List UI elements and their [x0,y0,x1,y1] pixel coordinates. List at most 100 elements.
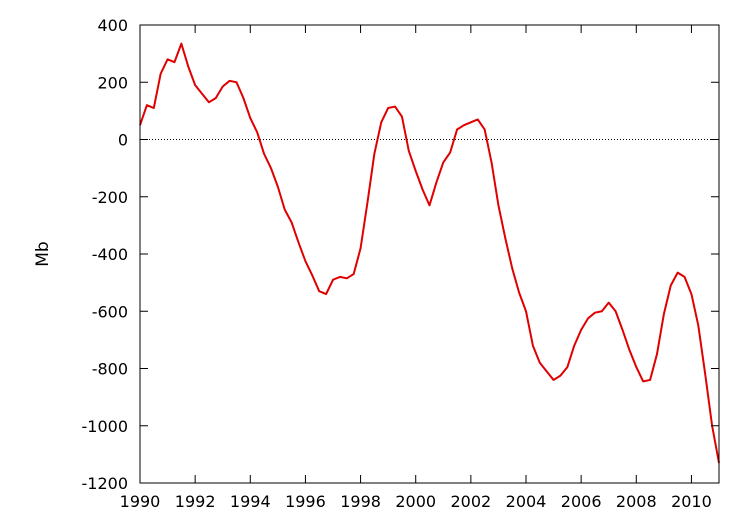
data-point [553,379,555,381]
data-point [429,205,431,207]
data-point [208,101,210,103]
data-point [367,202,369,204]
data-point [153,107,155,109]
data-point [236,81,238,83]
data-point [201,93,203,95]
data-point [215,97,217,99]
data-point [187,66,189,68]
data-point [160,73,162,75]
y-tick-label: 200 [97,73,128,92]
data-point [470,122,472,124]
data-point [263,153,265,155]
data-point [704,373,706,375]
data-point [291,222,293,224]
data-point [456,129,458,131]
x-tick-label: 1994 [230,492,271,511]
data-point [408,150,410,152]
y-tick-label: -400 [92,245,128,264]
x-tick-label: 2008 [616,492,657,511]
data-point [353,273,355,275]
y-tick-label: -600 [92,302,128,321]
data-point [587,318,589,320]
data-point [222,86,224,88]
data-point [677,272,679,274]
data-point [174,61,176,63]
data-point [436,182,438,184]
data-point [532,345,534,347]
series-line [139,42,720,464]
x-tick-label: 2002 [450,492,491,511]
data-point [691,293,693,295]
data-point [243,97,245,99]
data-point [615,310,617,312]
data-point [380,122,382,124]
data-point [387,107,389,109]
data-point [394,106,396,108]
data-point [594,312,596,314]
data-point [374,153,376,155]
data-point [546,371,548,373]
x-tick-label: 2004 [506,492,547,511]
data-point [442,162,444,164]
data-point [339,276,341,278]
data-point [525,310,527,312]
data-point [277,186,279,188]
data-point [573,345,575,347]
data-point [318,290,320,292]
data-point [332,279,334,281]
data-point [484,129,486,131]
y-tick-label: 0 [118,131,128,150]
data-point [415,170,417,172]
y-axis-label: Mb [33,241,53,266]
data-point [601,310,603,312]
data-point [670,285,672,287]
data-point [635,366,637,368]
data-point [312,275,314,277]
data-point [491,162,493,164]
data-point [477,119,479,121]
data-point [146,104,148,106]
data-point [401,116,403,118]
data-point [560,375,562,377]
data-point [622,329,624,331]
data-point [505,237,507,239]
data-point [270,167,272,169]
data-point [518,292,520,294]
data-point [284,209,286,211]
y-tick-label: -800 [92,360,128,379]
data-point [167,59,169,61]
data-point [608,302,610,304]
data-point [642,381,644,383]
y-tick-label: 400 [97,16,128,35]
data-point [298,242,300,244]
data-point [194,84,196,86]
data-point [649,379,651,381]
data-point [463,124,465,126]
data-point [567,366,569,368]
data-point [498,205,500,207]
data-point [181,43,183,45]
data-point [698,325,700,327]
data-point [325,293,327,295]
plot-frame [139,24,720,484]
data-point [360,247,362,249]
data-point [684,276,686,278]
data-point [580,329,582,331]
y-tick-labels: -1200 -1000 -800 -600 -400 -200 0 200 400 [82,16,129,493]
data-point [539,362,541,364]
data-point [256,132,258,134]
x-tick-label: 2000 [395,492,436,511]
data-point [305,260,307,262]
x-tick-label: 1992 [175,492,216,511]
data-point [449,152,451,154]
y-tick-label: -200 [92,188,128,207]
data-point [422,189,424,191]
data-point [511,268,513,270]
y-tick-label: -1000 [82,417,129,436]
x-tick-label: 1996 [285,492,326,511]
x-tick-label: 2010 [671,492,712,511]
data-point [629,349,631,351]
tick-marks [139,24,719,484]
